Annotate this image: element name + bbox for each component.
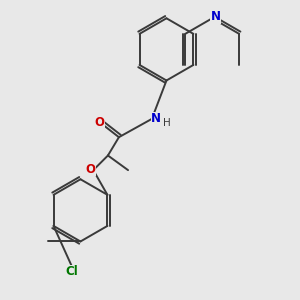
Text: O: O (85, 163, 95, 176)
Text: O: O (94, 116, 104, 129)
Text: Cl: Cl (65, 265, 78, 278)
Text: N: N (211, 10, 221, 23)
Text: H: H (163, 118, 170, 128)
Text: N: N (151, 112, 161, 125)
